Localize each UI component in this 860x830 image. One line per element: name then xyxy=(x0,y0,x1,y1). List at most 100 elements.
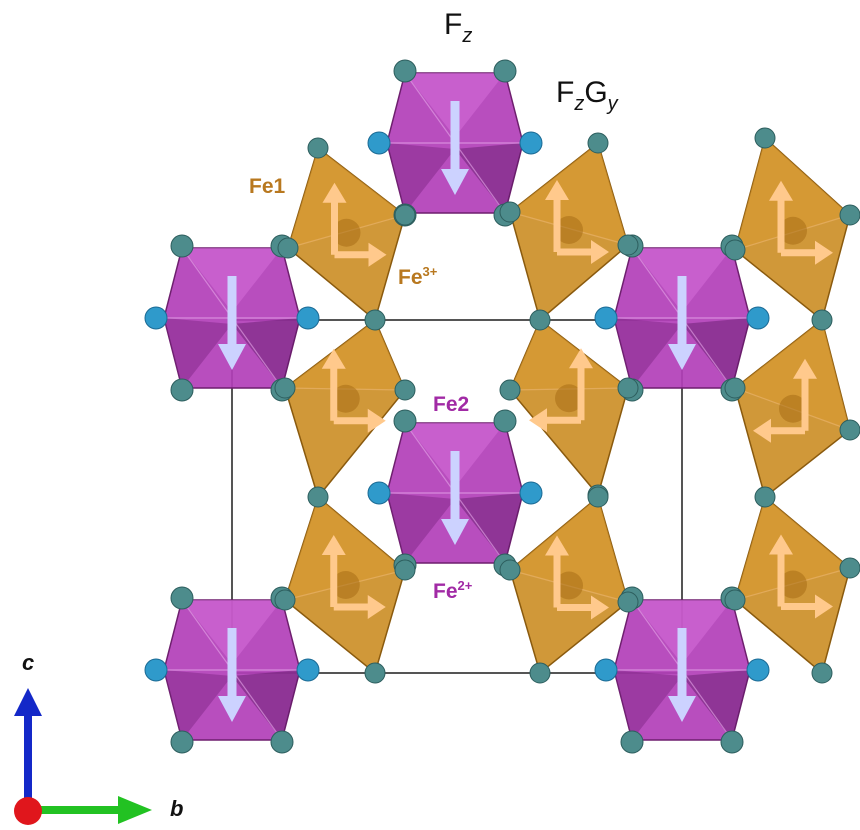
oxygen-atom xyxy=(394,379,416,401)
oxygen-atom xyxy=(393,59,417,83)
fe2-spin-arrow xyxy=(218,628,246,722)
oxygen-atom xyxy=(274,589,296,611)
oxygen-atom xyxy=(519,481,543,505)
fe1-tetrahedron xyxy=(509,495,629,675)
oxygen-atom xyxy=(594,658,618,682)
fz-title: Fz xyxy=(444,8,472,47)
oxygen-atom xyxy=(720,730,744,754)
spin-arrows-layer xyxy=(218,101,833,722)
oxygen-atom xyxy=(364,662,386,684)
oxygen-atom xyxy=(811,662,833,684)
oxygen-atom xyxy=(394,559,416,581)
axis-triad xyxy=(14,688,152,825)
fe2plus-label-base: Fe xyxy=(433,580,458,603)
fe1-spin-arrow xyxy=(545,180,609,264)
fe3-label-charge: 3+ xyxy=(422,264,438,279)
oxygen-atom xyxy=(307,486,329,508)
oxygen-atom xyxy=(811,309,833,331)
axis-b-arrowhead xyxy=(118,796,152,824)
oxygen-atom xyxy=(754,127,776,149)
oxygen-atom xyxy=(307,137,329,159)
tetrahedra-layer xyxy=(284,136,851,675)
oxygen-atom xyxy=(617,377,639,399)
oxygen-atom xyxy=(724,377,746,399)
oxygen-atom xyxy=(144,658,168,682)
fe1-tetrahedron xyxy=(509,318,629,497)
fe1-spin-arrow xyxy=(753,358,817,443)
oxygen-atom xyxy=(746,306,770,330)
oxygen-atom xyxy=(393,409,417,433)
fz-title-sub: z xyxy=(462,25,473,47)
fzgy-title: FzGy xyxy=(556,76,618,115)
fz-title-main: F xyxy=(444,8,463,41)
oxygen-atom xyxy=(499,379,521,401)
axis-b-label: b xyxy=(170,796,184,821)
fe2-label: Fe2 xyxy=(433,393,470,416)
oxygen-atom xyxy=(277,237,299,259)
oxygen-atom xyxy=(587,132,609,154)
fe1-spin-arrow xyxy=(769,534,833,619)
oxygen-atom xyxy=(620,730,644,754)
fe1-label: Fe1 xyxy=(249,175,286,198)
oxygen-atom xyxy=(367,481,391,505)
oxygen-atom xyxy=(499,201,521,223)
fzgy-title-f: F xyxy=(556,76,575,109)
oxygen-atom xyxy=(724,239,746,261)
fe1-spin-arrow xyxy=(321,535,386,619)
oxygen-atom xyxy=(364,309,386,331)
oxygen-atom xyxy=(170,234,194,258)
oxygen-atom xyxy=(529,309,551,331)
fe1-tetrahedron xyxy=(509,141,629,322)
oxygen-atom xyxy=(587,486,609,508)
oxygen-atom xyxy=(144,306,168,330)
fe1-tetrahedron xyxy=(734,495,851,675)
oxygen-atom xyxy=(617,234,639,256)
fe1-tetrahedron xyxy=(284,318,406,499)
oxygen-atom xyxy=(296,306,320,330)
oxygen-atom xyxy=(170,730,194,754)
fe1-tetrahedron xyxy=(287,146,406,322)
oxygen-atom xyxy=(394,204,416,226)
fe2-spin-arrow xyxy=(441,101,469,195)
fe2-octahedron xyxy=(386,422,524,564)
fe2-spin-arrow xyxy=(441,451,469,545)
oxygen-atom xyxy=(519,131,543,155)
axis-c-label: c xyxy=(22,650,35,675)
fe1-spin-arrow xyxy=(322,182,387,267)
unit-cell-outline xyxy=(231,319,683,674)
oxygen-atom xyxy=(493,59,517,83)
oxygen-atom xyxy=(724,589,746,611)
octahedra-layer xyxy=(163,72,751,741)
fe1-spin-arrow xyxy=(769,180,833,265)
oxygen-atom xyxy=(839,419,860,441)
oxygen-atom xyxy=(499,559,521,581)
fe3-label: Fe3+ xyxy=(398,264,437,290)
fe1-tetrahedron xyxy=(734,318,851,499)
fzgy-title-g: G xyxy=(584,76,608,109)
fe1-tetrahedron xyxy=(284,495,406,675)
oxygen-atom xyxy=(529,662,551,684)
oxygen-atom xyxy=(839,557,860,579)
oxygen-atom xyxy=(170,586,194,610)
fe1-tetrahedron xyxy=(734,136,851,322)
oxygen-atom xyxy=(170,378,194,402)
fe2-spin-arrow xyxy=(668,276,696,370)
oxygen-atom xyxy=(754,486,776,508)
oxygen-atom xyxy=(746,658,770,682)
oxygen-atom xyxy=(274,377,296,399)
fe1-spin-arrow xyxy=(545,535,609,620)
fzgy-title-z: z xyxy=(574,93,585,115)
oxygen-atom xyxy=(367,131,391,155)
fe1-spin-arrow xyxy=(321,348,386,433)
oxygen-atom xyxy=(617,591,639,613)
fe3-label-base: Fe xyxy=(398,266,423,289)
oxygen-atom xyxy=(270,730,294,754)
oxygen-atoms-layer xyxy=(144,59,860,754)
fe2-spin-arrow xyxy=(218,276,246,370)
oxygen-atom xyxy=(296,658,320,682)
fe2-spin-arrow xyxy=(668,628,696,722)
fe2plus-label: Fe2+ xyxy=(433,578,472,604)
oxygen-atom xyxy=(594,306,618,330)
axis-origin xyxy=(14,797,42,825)
